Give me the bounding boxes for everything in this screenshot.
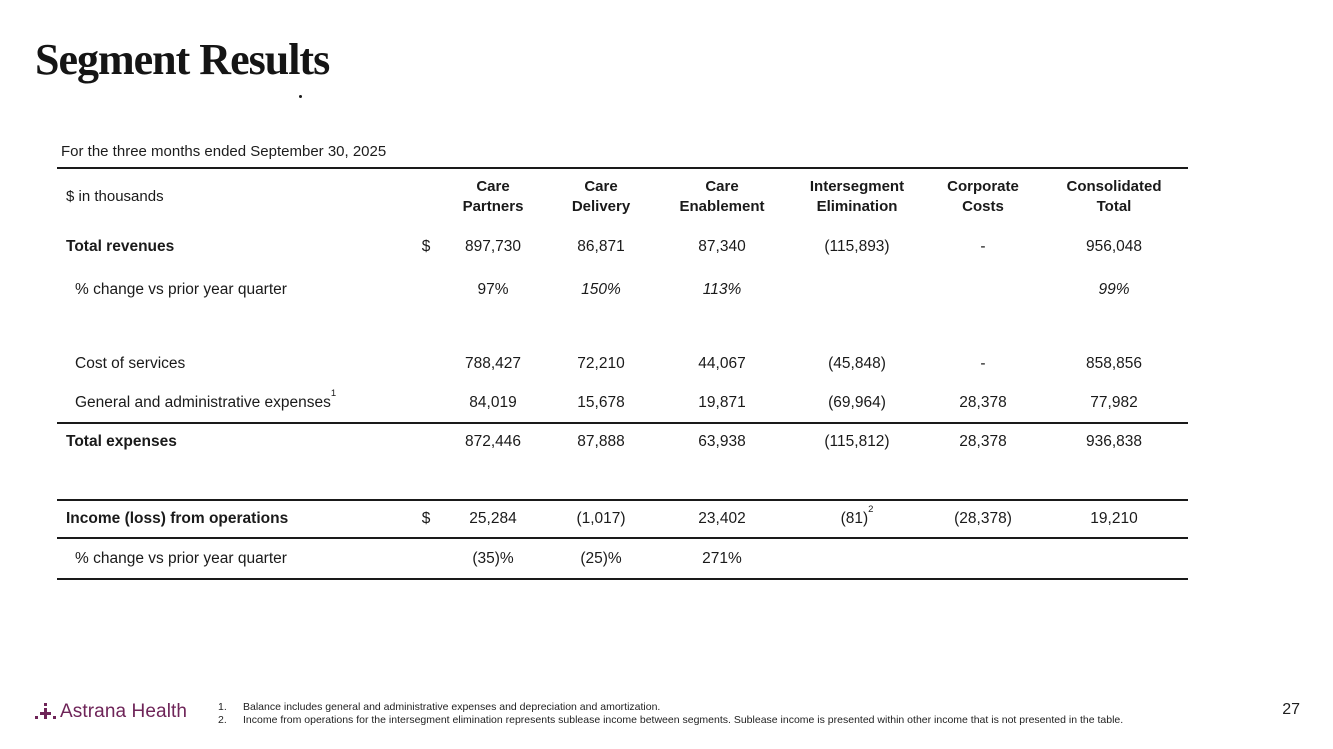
row-label: % change vs prior year quarter xyxy=(75,281,287,298)
footnote-text: Income from operations for the intersegm… xyxy=(243,714,1124,726)
column-header-label: Care Enablement xyxy=(679,177,765,215)
footnote: 2. Income from operations for the interse… xyxy=(218,714,1153,727)
column-header-label: Intersegment Elimination xyxy=(809,177,905,215)
table-spacer-row xyxy=(57,310,1188,344)
footnote: 1. Balance includes general and administr… xyxy=(218,701,1153,714)
title-dot xyxy=(299,95,302,98)
cell-value: (25)% xyxy=(580,549,622,567)
row-label: Income (loss) from operations xyxy=(66,510,289,527)
row-label: Total revenues xyxy=(66,238,175,255)
cell-value: 77,982 xyxy=(1090,394,1138,411)
table-row: Income (loss) from operations $25,284 (1,0… xyxy=(57,499,1188,539)
row-label: General and administrative expenses1 xyxy=(75,387,337,411)
table-row: Cost of services 788,427 72,210 44,067 (45,8… xyxy=(57,344,1188,384)
cell-value: - xyxy=(980,355,986,372)
cell-value: 897,730 xyxy=(464,238,522,255)
cell-value: 28,378 xyxy=(959,433,1007,450)
page-title: Segment Results xyxy=(35,35,330,84)
column-header-consolidated-total: Consolidated Total xyxy=(1040,177,1188,217)
cell-value: 19,871 xyxy=(698,394,746,411)
cell-value: (69,964) xyxy=(828,394,886,411)
table-row: % change vs prior year quarter 97% 150% 113… xyxy=(57,270,1188,310)
cell-value: 788,427 xyxy=(464,355,522,372)
cell-value: 44,067 xyxy=(698,355,746,372)
cell-value: (45,848) xyxy=(828,355,886,372)
logo-wordmark: Astrana Health xyxy=(60,701,188,722)
table-row: General and administrative expenses1 84,0… xyxy=(57,384,1188,422)
cell-value: 86,871 xyxy=(577,238,625,255)
table-header-row: $ in thousands Care Partners Care Delive… xyxy=(57,169,1188,224)
table-caption: For the three months ended September 30,… xyxy=(61,143,387,160)
footnote-text: Balance includes general and administrat… xyxy=(243,701,661,713)
cell-value: 150% xyxy=(581,281,621,298)
astrana-logo: Astrana Health xyxy=(34,701,187,723)
cell-value: 23,402 xyxy=(698,510,746,527)
cell-value: 15,678 xyxy=(577,394,625,411)
row-label: Cost of services xyxy=(75,355,186,372)
column-header-label: Care Delivery xyxy=(571,177,631,215)
cell-value: 25,284 xyxy=(469,510,517,527)
cell-value: (115,893) xyxy=(824,238,890,255)
table-row: % change vs prior year quarter (35)% (25)%… xyxy=(57,539,1188,578)
cell-value: 99% xyxy=(1098,281,1130,298)
cell-value: (35)% xyxy=(472,549,514,567)
segment-results-table: For the three months ended September 30,… xyxy=(57,143,1188,580)
unit-label: $ in thousands xyxy=(66,188,164,205)
cell-value: 63,938 xyxy=(698,433,746,450)
cell-value: 19,210 xyxy=(1090,510,1138,527)
cell-value: 28,378 xyxy=(959,394,1007,411)
column-header-label: Care Partners xyxy=(462,177,524,215)
column-header-label: Consolidated Total xyxy=(1066,177,1162,215)
cell-value: 84,019 xyxy=(469,394,517,411)
page-number: 27 xyxy=(1282,701,1300,718)
cell-value: (28,378) xyxy=(954,510,1012,527)
column-header-label: Corporate Costs xyxy=(947,177,1019,215)
column-header-care-partners: Care Partners xyxy=(440,177,546,217)
cell-value: 113% xyxy=(702,281,742,298)
cell-value: 936,838 xyxy=(1085,433,1143,450)
row-label: Total expenses xyxy=(66,433,177,450)
cell-value: 872,446 xyxy=(464,433,522,450)
column-header-care-enablement: Care Enablement xyxy=(656,177,788,217)
column-header-care-delivery: Care Delivery xyxy=(546,177,656,217)
table-body: Total revenues $897,730 86,871 87,340 (115,8… xyxy=(57,224,1188,578)
cell-value: 956,048 xyxy=(1085,238,1143,255)
cell-value: (115,812) xyxy=(824,433,890,450)
cell-value: 87,340 xyxy=(698,238,746,255)
table: $ in thousands Care Partners Care Delive… xyxy=(57,167,1188,580)
footnotes: 1. Balance includes general and administr… xyxy=(218,701,1153,727)
currency-symbol: $ xyxy=(421,510,431,527)
cell-value: (1,017) xyxy=(576,510,626,527)
cell-value: 87,888 xyxy=(577,433,625,450)
column-header-corporate-costs: Corporate Costs xyxy=(926,177,1040,217)
astrana-sparkle-icon xyxy=(34,701,56,723)
cell-value: 97% xyxy=(477,281,509,298)
footnote-number: 1. xyxy=(218,701,227,713)
table-spacer-row xyxy=(57,460,1188,499)
table-row: Total revenues $897,730 86,871 87,340 (115,8… xyxy=(57,224,1188,270)
currency-symbol: $ xyxy=(421,238,431,255)
cell-value: - xyxy=(980,238,986,255)
footnote-number: 2. xyxy=(218,714,227,726)
cell-value: 271% xyxy=(702,549,742,567)
table-row: Total expenses 872,446 87,888 63,938 (115,81… xyxy=(57,422,1188,460)
cell-value: 72,210 xyxy=(577,355,625,372)
row-label: % change vs prior year quarter xyxy=(75,549,287,567)
column-header-intersegment-elimination: Intersegment Elimination xyxy=(788,177,926,217)
cell-value: 858,856 xyxy=(1085,355,1143,372)
cell-value: (81)2 xyxy=(840,503,874,527)
